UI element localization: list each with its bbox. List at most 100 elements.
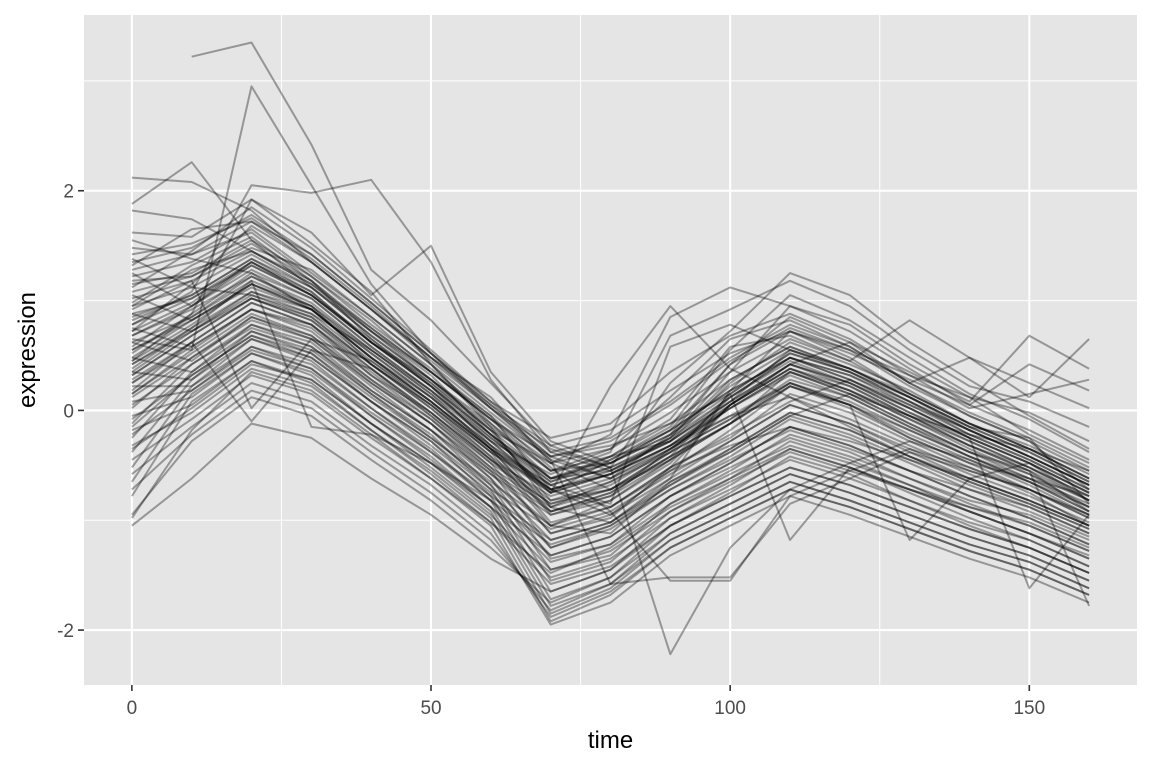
series-line-33 [131, 374, 1090, 626]
minor-gridlines [84, 15, 1137, 685]
x-axis-title: time [588, 727, 633, 754]
series-line-44 [131, 250, 1090, 465]
series-line-12 [131, 235, 1090, 494]
series-line-20 [131, 294, 1090, 513]
series-line-14 [131, 257, 1090, 509]
series-line-17 [131, 316, 1090, 560]
series-line-68 [131, 283, 1091, 607]
series-line-48 [131, 264, 1090, 480]
series-line-4 [131, 198, 1090, 524]
series-line-43 [131, 272, 1090, 476]
x-tick-label: 50 [420, 698, 441, 719]
series-line-55 [131, 85, 1090, 498]
series-line-49 [131, 334, 1090, 527]
series-line-75 [131, 279, 1090, 498]
series-line-70 [131, 319, 1090, 519]
series-line-32 [131, 338, 1090, 563]
series-line-54 [191, 41, 1090, 491]
series-line-18 [131, 286, 1090, 524]
series-line-64 [131, 275, 1090, 527]
series-line-42 [131, 224, 1090, 469]
series-line-3 [131, 209, 1090, 483]
series-line-28 [131, 323, 1090, 549]
series-line-38 [131, 360, 1090, 585]
series-line-15 [131, 308, 1090, 549]
series-line-60 [131, 279, 1090, 546]
series-line-67 [131, 261, 1090, 590]
series-line-30 [131, 330, 1090, 557]
y-tick-label: 0 [63, 401, 74, 422]
series-line-10 [131, 246, 1090, 480]
series-line-13 [131, 297, 1090, 535]
series-line-81 [131, 264, 1090, 494]
series-line-16 [131, 275, 1090, 516]
series-line-83 [131, 213, 1090, 469]
series-line-29 [131, 360, 1090, 615]
series-line-61 [131, 228, 1090, 585]
series-line-39 [131, 396, 1090, 604]
series-line-36 [131, 352, 1090, 579]
series-line-19 [131, 323, 1090, 571]
series-line-11 [131, 283, 1090, 535]
x-tick-label: 0 [127, 698, 138, 719]
series-line-5 [131, 239, 1090, 516]
series-line-53 [131, 297, 1090, 494]
series-line-22 [131, 301, 1090, 535]
series-line-34 [131, 345, 1090, 571]
y-tick-label: 2 [63, 182, 74, 203]
series-line-31 [131, 367, 1090, 623]
series-line-78 [131, 312, 1090, 516]
series-line-47 [131, 308, 1090, 498]
series-line-63 [131, 239, 1090, 582]
series-line-58 [131, 341, 1090, 508]
series-line-2 [131, 161, 1090, 516]
series-line-7 [131, 257, 1090, 509]
x-tick-label: 100 [714, 698, 746, 719]
series-line-57 [131, 198, 1090, 487]
series-line-66 [131, 290, 1090, 541]
series-line-80 [131, 334, 1090, 530]
series-line-25 [131, 345, 1090, 601]
major-gridlines [84, 15, 1137, 685]
series-line-69 [131, 220, 1090, 472]
series-line-8 [131, 220, 1090, 505]
series-line-46 [131, 206, 1090, 439]
series-line-59 [131, 279, 1090, 502]
series-line-21 [131, 330, 1090, 582]
series-line-37 [131, 389, 1090, 612]
x-axis: 0 50 100 150 [127, 685, 1045, 719]
series-line-76 [131, 349, 1090, 541]
y-axis: -2 0 2 [57, 182, 84, 642]
series-line-71 [131, 268, 1090, 487]
series-line-24 [131, 308, 1090, 527]
series-line-9 [131, 261, 1090, 502]
series-line-74 [131, 301, 1090, 513]
series-line-45 [131, 290, 1090, 505]
series-line-82 [131, 297, 1090, 509]
series-line-23 [131, 338, 1090, 593]
series-line-41 [131, 371, 1090, 574]
series-line-27 [131, 352, 1090, 607]
series-lines [131, 41, 1091, 656]
series-line-77 [131, 253, 1090, 483]
series-line-65 [131, 250, 1090, 552]
series-line-52 [131, 217, 1090, 480]
series-line-1 [131, 176, 1090, 491]
series-line-35 [131, 382, 1090, 618]
series-line-50 [131, 257, 1090, 472]
x-tick-label: 150 [1013, 698, 1045, 719]
series-line-56 [131, 178, 1090, 494]
series-line-40 [131, 422, 1090, 593]
series-line-79 [131, 283, 1090, 502]
y-axis-title: expression [14, 292, 41, 408]
y-tick-label: -2 [57, 621, 74, 642]
series-line-72 [131, 363, 1090, 557]
plot-panel [84, 15, 1137, 685]
series-line-6 [131, 231, 1090, 491]
series-line-51 [131, 327, 1090, 516]
series-line-73 [131, 242, 1090, 480]
series-line-62 [131, 261, 1090, 656]
series-line-26 [131, 316, 1090, 541]
